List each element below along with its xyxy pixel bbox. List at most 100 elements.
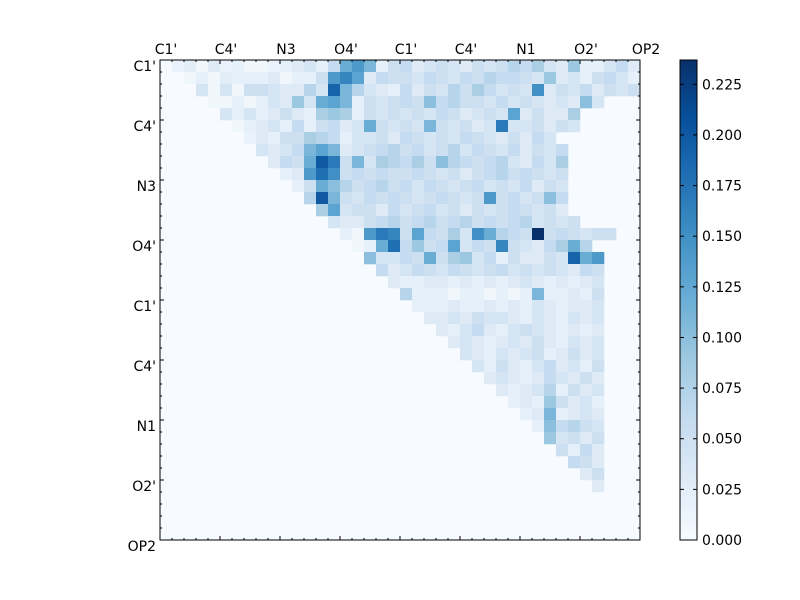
heatmap-cell — [556, 240, 569, 253]
heatmap-cell — [568, 384, 581, 397]
heatmap-cell — [340, 156, 353, 169]
heatmap-cell — [364, 180, 377, 193]
heatmap-cell — [532, 192, 545, 205]
heatmap-cell — [544, 96, 557, 109]
heatmap-cell — [568, 252, 581, 265]
heatmap-cell — [460, 300, 473, 313]
heatmap-cell — [544, 312, 557, 325]
heatmap-cell — [400, 120, 413, 133]
y-tick-label: C4' — [133, 119, 156, 135]
heatmap-cell — [376, 132, 389, 145]
heatmap-cell — [472, 264, 485, 277]
heatmap-cell — [532, 372, 545, 385]
heatmap-cell — [352, 228, 365, 241]
heatmap-cell — [424, 144, 437, 157]
heatmap-cell — [268, 144, 281, 157]
heatmap-cell — [340, 180, 353, 193]
heatmap-cell — [532, 264, 545, 277]
heatmap-cell — [508, 216, 521, 229]
heatmap-cell — [364, 192, 377, 205]
heatmap-cell — [580, 60, 593, 73]
heatmap-cell — [532, 384, 545, 397]
heatmap-cell — [520, 300, 533, 313]
heatmap-cell — [244, 96, 257, 109]
colorbar — [679, 59, 698, 541]
heatmap-cell — [472, 156, 485, 169]
colorbar-tick-label: 0.175 — [702, 179, 742, 195]
heatmap-cell — [412, 288, 425, 301]
heatmap-cell — [436, 252, 449, 265]
heatmap-cell — [496, 96, 509, 109]
heatmap-cell — [496, 240, 509, 253]
heatmap-cell — [520, 312, 533, 325]
heatmap-cell — [460, 204, 473, 217]
heatmap-cell — [580, 276, 593, 289]
heatmap-cell — [556, 276, 569, 289]
heatmap-cell — [580, 396, 593, 409]
heatmap-cell — [460, 168, 473, 181]
heatmap-cell — [472, 192, 485, 205]
heatmap-cell — [568, 360, 581, 373]
colorbar-tick-label: 0.075 — [702, 381, 742, 397]
heatmap-cell — [352, 168, 365, 181]
heatmap-cell — [580, 336, 593, 349]
heatmap-cell — [484, 300, 497, 313]
heatmap-cell — [424, 60, 437, 73]
heatmap-cell — [592, 324, 605, 337]
heatmap-cell — [424, 156, 437, 169]
heatmap-cell — [496, 324, 509, 337]
heatmap-cell — [544, 420, 557, 433]
heatmap-cell — [340, 192, 353, 205]
heatmap-cell — [580, 444, 593, 457]
heatmap-cell — [520, 240, 533, 253]
heatmap-cell — [376, 216, 389, 229]
heatmap-cell — [520, 324, 533, 337]
heatmap-cell — [532, 156, 545, 169]
heatmap-cell — [436, 228, 449, 241]
heatmap-cell — [436, 144, 449, 157]
heatmap-cell — [340, 168, 353, 181]
heatmap-cell — [592, 384, 605, 397]
heatmap-cell — [436, 132, 449, 145]
heatmap-cell — [436, 204, 449, 217]
heatmap-cell — [556, 408, 569, 421]
heatmap-cell — [364, 60, 377, 73]
heatmap-cell — [484, 156, 497, 169]
heatmap-cell — [412, 240, 425, 253]
heatmap-cell — [568, 288, 581, 301]
heatmap-cell — [556, 432, 569, 445]
heatmap-cell — [568, 444, 581, 457]
heatmap-cell — [520, 120, 533, 133]
heatmap-cell — [484, 60, 497, 73]
heatmap-cell — [520, 228, 533, 241]
heatmap-cell — [508, 288, 521, 301]
heatmap-cell — [328, 216, 341, 229]
heatmap-cell — [376, 60, 389, 73]
heatmap-cell — [580, 300, 593, 313]
heatmap-cell — [484, 240, 497, 253]
heatmap-cell — [544, 384, 557, 397]
heatmap-cell — [220, 108, 233, 121]
heatmap-cell — [424, 264, 437, 277]
x-tick-label: C1' — [155, 42, 178, 58]
heatmap-cell — [460, 120, 473, 133]
heatmap-cell — [544, 288, 557, 301]
heatmap-cell — [256, 144, 269, 157]
heatmap-cell — [520, 144, 533, 157]
x-tick-label: OP2 — [632, 42, 660, 58]
heatmap-cell — [580, 384, 593, 397]
heatmap-cell — [412, 120, 425, 133]
heatmap-cell — [328, 120, 341, 133]
heatmap-cell — [556, 312, 569, 325]
heatmap-cell — [460, 336, 473, 349]
heatmap-cell — [352, 132, 365, 145]
heatmap-cell — [508, 132, 521, 145]
heatmap-cell — [472, 60, 485, 73]
heatmap-cell — [388, 228, 401, 241]
heatmap-cell — [496, 180, 509, 193]
heatmap-cell — [568, 432, 581, 445]
heatmap-cell — [484, 168, 497, 181]
heatmap-cell — [244, 132, 257, 145]
heatmap-cell — [532, 240, 545, 253]
heatmap-cell — [544, 168, 557, 181]
